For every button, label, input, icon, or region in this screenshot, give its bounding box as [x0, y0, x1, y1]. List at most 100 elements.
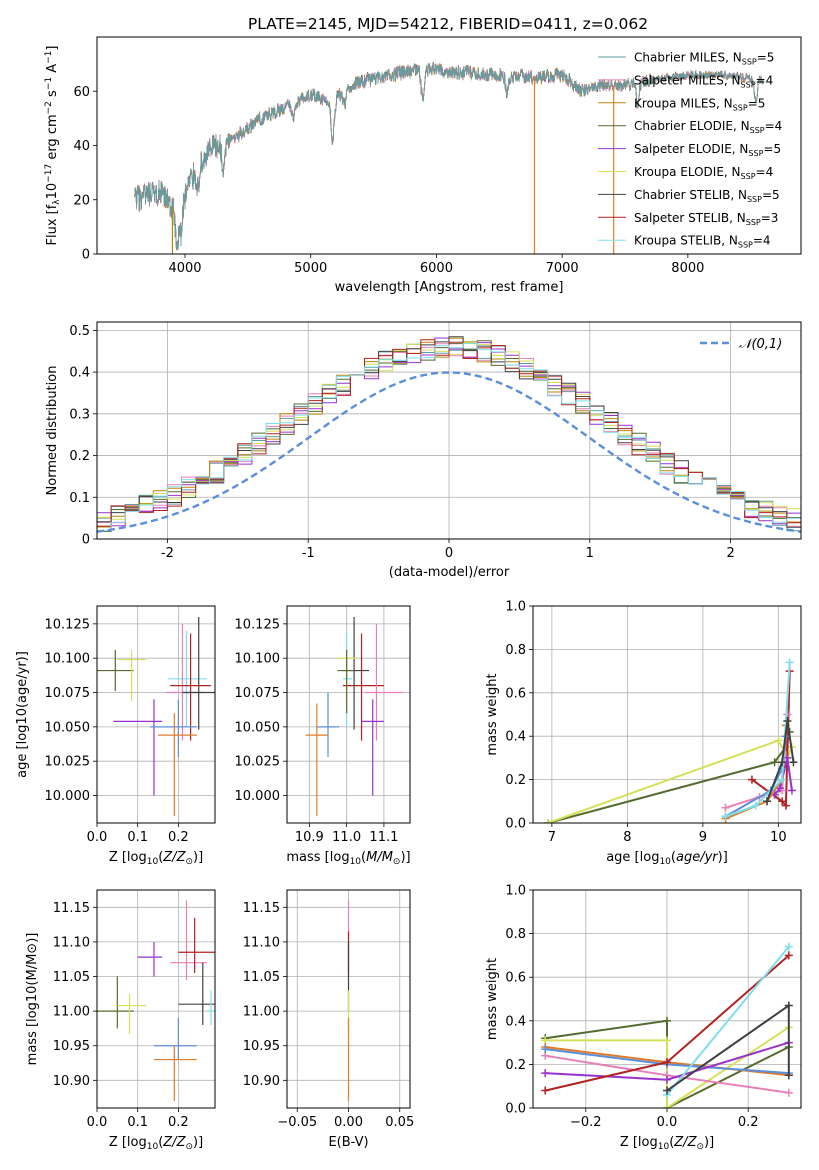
y-tick-label: 40: [73, 139, 90, 154]
x-tick-label: −0.05: [277, 1115, 317, 1130]
legend-label: Chabrier STELIB, NSSP=5: [634, 188, 780, 204]
mass-age-chart: 10.9 11.0 11.1 10.000 10.025 10.050 10.075 10.1…: [235, 605, 411, 845]
weight-marker: [721, 803, 730, 812]
spectrum-line: [134, 63, 764, 251]
x-tick-label: 8000: [671, 261, 704, 276]
legend-label: 𝒩(0,1): [739, 337, 782, 352]
spectrum-chart: 4000 5000 6000 7000 8000 0 20 40 60 wavelength [A…: [44, 36, 802, 295]
y-tick-label: 0: [82, 533, 90, 548]
weight-marker: [778, 775, 787, 784]
legend-label: Kroupa ELODIE, NSSP=4: [634, 165, 773, 181]
x-tick-label: 0.1: [127, 830, 148, 845]
weight-marker: [784, 1088, 793, 1097]
y-tick-label: 10.90: [243, 1074, 280, 1089]
y-tick-label: 11.05: [53, 970, 90, 985]
x-tick-label: -2: [161, 546, 174, 561]
x-axis-label: mass [log10(M/M⊙)]: [286, 850, 410, 867]
y-tick-label: 10.000: [45, 789, 91, 804]
y-tick-label: 10.100: [235, 652, 281, 667]
weight-marker: [781, 801, 790, 810]
weight-marker: [783, 753, 792, 762]
x-tick-label: 6000: [420, 261, 453, 276]
x-axis-label: wavelength [Angstrom, rest frame]: [335, 280, 564, 295]
x-tick-label: 10.9: [295, 830, 324, 845]
weight-line: [773, 757, 793, 796]
legend-label: Chabrier MILES, NSSP=5: [634, 51, 774, 67]
axes-frame: [96, 321, 802, 540]
z-weight-chart: −0.2 0.0 0.2 0.0 0.2 0.4 0.6 0.8 1.0 mass weight: [485, 884, 802, 1130]
histogram-step: [97, 343, 801, 531]
weight-line: [766, 720, 795, 802]
y-tick-label: 0.5: [69, 324, 90, 339]
y-tick-label: 10.125: [45, 617, 91, 632]
x-axis-label: Z [log10(Z/Z⊙)]: [620, 1135, 714, 1152]
histogram-step: [97, 343, 801, 527]
legend: Chabrier MILES, NSSP=5 Salpeter MILES, NS…: [598, 51, 782, 250]
y-tick-label: 1.0: [505, 884, 526, 899]
y-tick-label: 10.000: [235, 789, 281, 804]
axes-frame: [96, 605, 216, 824]
y-tick-label: 0.4: [505, 730, 526, 745]
weight-marker: [663, 1016, 671, 1025]
y-tick-label: 0.8: [505, 927, 526, 942]
weight-marker: [778, 797, 787, 806]
weight-marker: [778, 758, 787, 767]
y-tick-label: 0.3: [69, 407, 90, 422]
weight-marker: [747, 775, 756, 784]
x-tick-label: 1: [586, 546, 594, 561]
y-tick-label: 0.0: [505, 817, 526, 832]
x-tick-label: 4000: [168, 261, 201, 276]
age-weight-chart: 7 8 9 10 0.0 0.2 0.4 0.6 0.8 1.0 mass weight: [485, 600, 802, 845]
y-tick-label: 11.05: [243, 970, 280, 985]
y-tick-label: 11.00: [53, 1005, 90, 1020]
y-tick-label: 60: [73, 85, 90, 100]
y-tick-label: 11.15: [53, 901, 90, 916]
x-tick-label: 8: [623, 830, 631, 845]
x-axis-label: E(B-V): [328, 1135, 368, 1150]
x-tick-label: 0.00: [334, 1115, 363, 1130]
x-tick-label: 0.2: [168, 1115, 189, 1130]
z-age-chart: 0.0 0.1 0.2 10.000 10.025 10.050 10.075 10.100 1…: [15, 605, 216, 845]
y-tick-label: 10.95: [243, 1039, 280, 1054]
x-tick-label: 7: [548, 830, 556, 845]
weight-marker: [763, 797, 772, 806]
weight-marker: [785, 658, 794, 667]
y-tick-label: 11.10: [53, 935, 90, 950]
y-tick-label: 10.100: [45, 652, 91, 667]
x-tick-label: 0.0: [87, 1115, 108, 1130]
y-tick-label: 0.4: [69, 366, 90, 381]
legend-label: Kroupa STELIB, NSSP=4: [634, 234, 771, 250]
legend-label: Salpeter MILES, NSSP=4: [634, 73, 773, 89]
ebv-mass-chart: −0.05 0.00 0.05 10.90 10.95 11.00 11.05 11.10 11…: [243, 889, 414, 1130]
y-tick-label: 0.1: [69, 491, 90, 506]
histogram-step: [97, 339, 801, 527]
x-tick-label: 0.05: [385, 1115, 414, 1130]
x-tick-label: 0.2: [738, 1115, 759, 1130]
normal-curve: [97, 371, 801, 533]
y-axis-label: Normed distribution: [45, 366, 60, 496]
legend-label: Kroupa MILES, NSSP=5: [634, 96, 765, 112]
z-mass-chart: 0.0 0.1 0.2 10.90 10.95 11.00 11.05 11.10 11.15 m…: [25, 889, 216, 1130]
x-tick-label: 7000: [546, 261, 579, 276]
axes-frame: [532, 605, 802, 824]
weight-marker: [544, 819, 553, 823]
y-tick-label: 10.95: [53, 1039, 90, 1054]
y-tick-label: 0.6: [505, 686, 526, 701]
weight-marker: [784, 942, 793, 951]
legend-label: Salpeter STELIB, NSSP=3: [634, 211, 778, 227]
histogram-step: [97, 337, 801, 533]
histogram-chart: -2 -1 0 1 2 0 0.1 0.2 0.3 0.4 0.5 (data-model)/erro…: [45, 321, 802, 580]
axes-frame: [96, 36, 802, 255]
y-tick-label: 1.0: [505, 600, 526, 615]
x-tick-label: 11.0: [332, 830, 361, 845]
x-tick-label: 9: [699, 830, 707, 845]
x-tick-label: 0.0: [87, 830, 108, 845]
y-axis-label: age [log10(age/yr)]: [15, 651, 30, 778]
y-tick-label: 0.4: [505, 1014, 526, 1029]
weight-line: [725, 662, 791, 818]
weight-marker: [541, 1069, 550, 1078]
y-tick-label: 0.2: [505, 773, 526, 788]
histogram-step: [97, 337, 801, 530]
histogram-step: [97, 342, 801, 525]
